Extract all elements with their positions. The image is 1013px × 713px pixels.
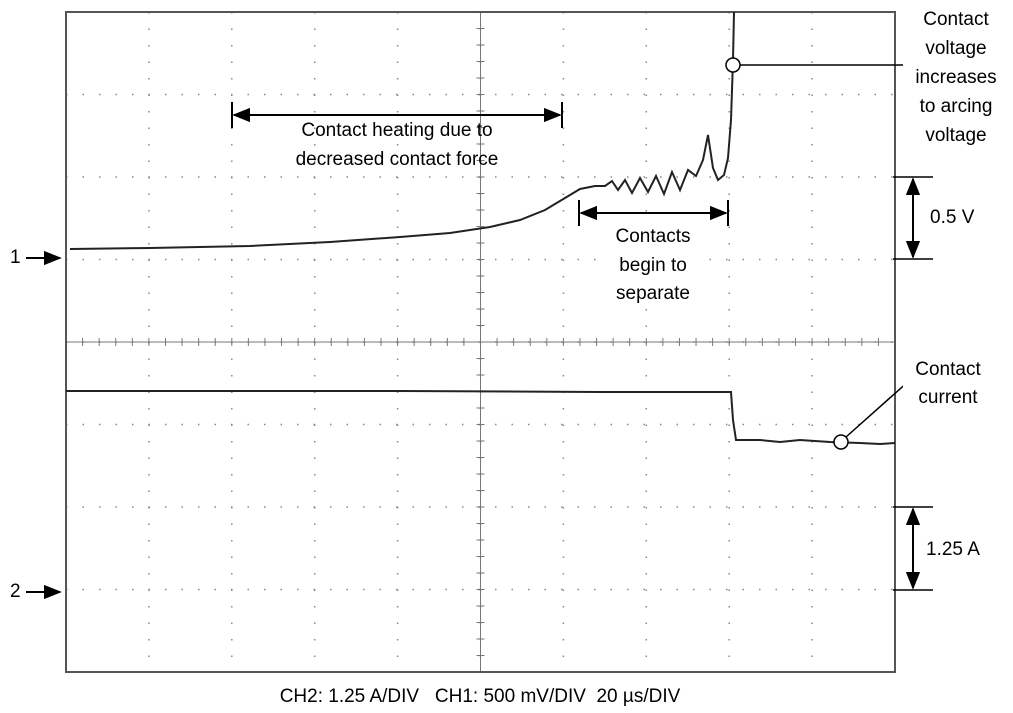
voltage-trace: [69, 11, 735, 250]
annotation: decreased contact force: [296, 149, 499, 170]
label-bg: [903, 356, 995, 412]
label-bg: [600, 222, 706, 308]
callout-circle: [725, 57, 741, 73]
callout-circle: [833, 434, 849, 450]
scale-label: 0.5 V: [930, 207, 975, 228]
callout-line: [845, 379, 911, 438]
grid: [66, 12, 895, 672]
annotation: voltage: [925, 125, 986, 146]
annotation: current: [918, 387, 978, 408]
label-bg: [903, 4, 1011, 150]
annotation: separate: [616, 283, 690, 304]
footer: CH2: 1.25 A/DIV CH1: 500 mV/DIV 20 µs/DI…: [280, 686, 681, 707]
screen-frame: [65, 11, 896, 673]
annotation: Contact: [915, 359, 981, 380]
annotation: voltage: [925, 38, 986, 59]
annotation: Contacts: [616, 226, 691, 247]
channel-marker: 2: [10, 581, 21, 602]
annotation: begin to: [619, 255, 687, 276]
annotation: Contact heating due to: [301, 120, 492, 141]
annotation: to arcing: [920, 96, 993, 117]
annotation: Contact: [923, 9, 989, 30]
scale-label: 1.25 A: [926, 539, 980, 560]
annotation: increases: [915, 67, 996, 88]
channel-marker: 1: [10, 247, 21, 268]
current-trace: [66, 390, 896, 446]
